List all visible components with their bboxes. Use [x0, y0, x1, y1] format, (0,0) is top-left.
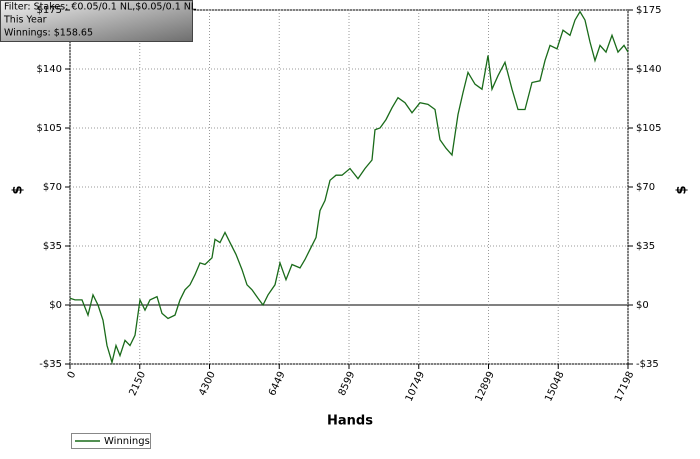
y-tick-label: $35 [43, 241, 62, 252]
y2-tick-label: $175 [636, 5, 661, 16]
y2-tick-label: $35 [636, 241, 655, 252]
filter-line: Filter: Stakes: €0.05/0.1 NL,$0.05/0.1 N… [4, 2, 197, 13]
x-tick-label: 6449 [267, 370, 288, 398]
x-tick-label: 10749 [404, 370, 427, 403]
y-tick-label: $175 [37, 5, 62, 16]
x-tick-label: 15048 [543, 370, 566, 403]
y-tick-label: $0 [49, 300, 62, 311]
x-tick-label: 2150 [127, 370, 148, 398]
filter-box [0, 0, 193, 42]
x-tick-label: 12899 [474, 370, 497, 403]
y-tick-label: $140 [37, 64, 62, 75]
filter-line: This Year [3, 15, 47, 26]
y2-axis-label: $ [675, 185, 690, 194]
x-tick-label: 17198 [613, 370, 636, 403]
x-tick-label: 4300 [197, 370, 218, 398]
x-axis-label: Hands [327, 414, 373, 429]
y-tick-label: -$35 [39, 359, 62, 370]
legend [71, 433, 151, 449]
y2-tick-label: $70 [636, 182, 655, 193]
y2-tick-label: -$35 [636, 359, 659, 370]
legend-label: Winnings [104, 436, 150, 447]
x-tick-label: 8599 [337, 370, 358, 398]
line-series [69, 10, 629, 365]
y-axis-label: $ [11, 185, 26, 194]
y-tick-label: $105 [37, 123, 62, 134]
y-tick-label: $70 [43, 182, 62, 193]
filter-line: Winnings: $158.65 [4, 28, 93, 39]
y2-tick-label: $105 [636, 123, 661, 134]
x-tick-label: 0 [66, 370, 79, 380]
y2-tick-label: $0 [636, 300, 649, 311]
y2-tick-label: $140 [636, 64, 661, 75]
